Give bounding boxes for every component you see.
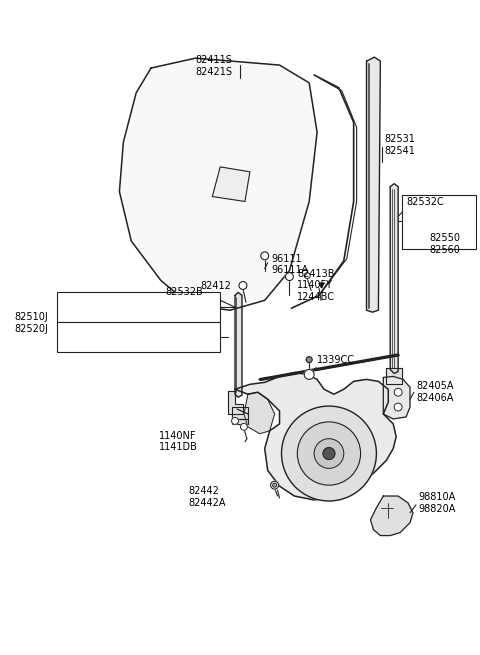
Polygon shape	[367, 57, 380, 312]
Circle shape	[273, 483, 276, 487]
Polygon shape	[212, 167, 250, 202]
Polygon shape	[384, 377, 410, 419]
Circle shape	[306, 357, 312, 363]
Circle shape	[314, 439, 344, 468]
Bar	[402, 195, 476, 249]
Text: 82413B
1140FY
1244BC: 82413B 1140FY 1244BC	[297, 269, 336, 302]
Bar	[57, 322, 220, 352]
Polygon shape	[386, 367, 402, 384]
Circle shape	[394, 388, 402, 396]
Polygon shape	[244, 392, 275, 434]
Text: 82442
82442A: 82442 82442A	[189, 486, 226, 508]
Circle shape	[286, 272, 293, 280]
Text: 82510J
82520J: 82510J 82520J	[14, 312, 48, 334]
Text: 98810A
98820A: 98810A 98820A	[418, 492, 456, 514]
Polygon shape	[235, 373, 396, 500]
Polygon shape	[371, 496, 413, 536]
Circle shape	[281, 406, 376, 501]
Circle shape	[231, 417, 239, 424]
Polygon shape	[228, 391, 243, 414]
Circle shape	[394, 403, 402, 411]
Text: 1339CC: 1339CC	[317, 354, 355, 365]
Circle shape	[304, 272, 310, 278]
Text: 82531
82541: 82531 82541	[384, 134, 415, 156]
Text: 82411S
82421S: 82411S 82421S	[195, 55, 232, 77]
Text: 82550
82560: 82550 82560	[430, 233, 461, 255]
Circle shape	[297, 422, 360, 485]
Circle shape	[261, 252, 269, 260]
Polygon shape	[232, 407, 248, 424]
Polygon shape	[120, 58, 317, 310]
Bar	[57, 292, 220, 322]
Text: 96111
96111A: 96111 96111A	[272, 254, 309, 276]
Text: 1140NF
1141DB: 1140NF 1141DB	[159, 431, 198, 453]
Text: 82412: 82412	[201, 280, 231, 291]
Circle shape	[240, 423, 247, 430]
Circle shape	[323, 447, 335, 459]
Text: 82532B: 82532B	[166, 288, 204, 297]
Text: 82405A
82406A: 82405A 82406A	[416, 381, 454, 403]
Circle shape	[304, 369, 314, 379]
Circle shape	[271, 481, 278, 489]
Polygon shape	[390, 183, 398, 373]
Polygon shape	[235, 292, 242, 397]
Text: 82532C: 82532C	[406, 196, 444, 206]
Circle shape	[239, 282, 247, 290]
